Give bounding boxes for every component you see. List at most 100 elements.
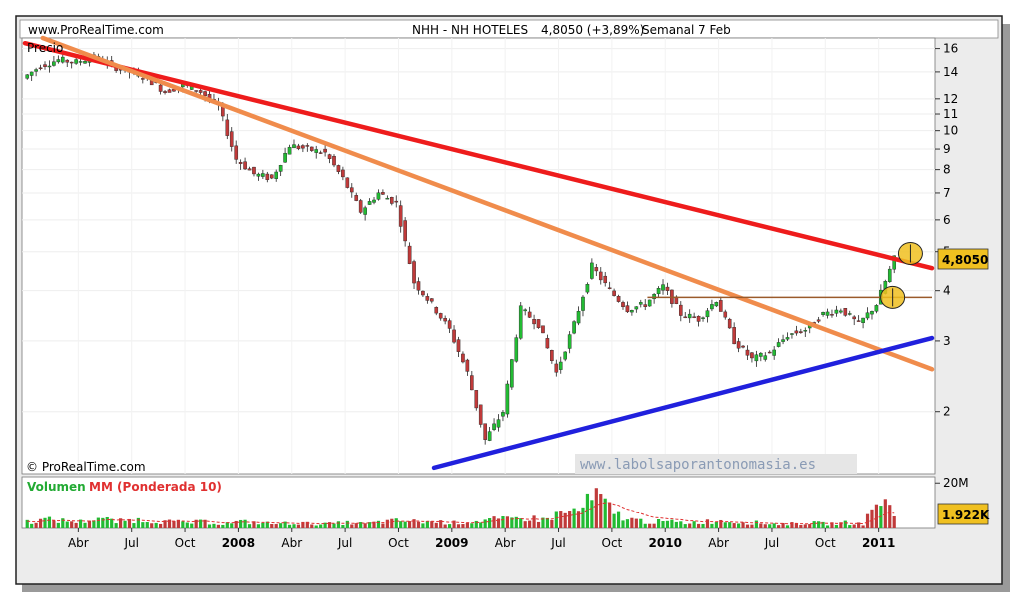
- volume-bar: [203, 519, 207, 528]
- candle-body: [305, 145, 310, 147]
- price-tick-label: 12: [943, 92, 958, 106]
- volume-bar: [167, 519, 172, 528]
- candle-body: [776, 342, 781, 347]
- candle-body: [83, 61, 87, 64]
- volume-bar: [154, 522, 158, 528]
- volume-bar: [261, 522, 265, 528]
- volume-bar: [96, 517, 100, 528]
- volume-bar: [403, 521, 407, 528]
- x-tick-label: Abr: [495, 536, 516, 550]
- candle-body: [416, 281, 421, 291]
- volume-bar: [719, 519, 723, 528]
- candle-body: [430, 298, 434, 302]
- candle-body: [736, 341, 741, 349]
- volume-bar: [301, 521, 305, 528]
- candle-body: [625, 305, 630, 313]
- price-tick-label: 10: [943, 124, 958, 138]
- volume-bar: [714, 521, 718, 528]
- volume-bar: [434, 522, 438, 528]
- volume-bar: [803, 524, 807, 528]
- volume-bar: [648, 523, 652, 528]
- volume-bar: [541, 517, 545, 528]
- candle-body: [856, 320, 861, 322]
- candle-body: [603, 275, 608, 284]
- candle-body: [865, 312, 870, 319]
- candle-body: [554, 363, 559, 373]
- volume-bar: [172, 521, 176, 528]
- volume-bar: [563, 512, 567, 528]
- candle-body: [696, 315, 701, 322]
- price-label: Precio: [27, 41, 63, 55]
- volume-bar: [514, 516, 518, 528]
- volume-bar: [585, 493, 590, 528]
- candle-body: [461, 353, 465, 363]
- volume-bar: [670, 519, 674, 528]
- volume-bar: [652, 523, 656, 528]
- price-tick-label: 16: [943, 42, 958, 56]
- volume-bar: [825, 525, 830, 528]
- volume-bar: [603, 498, 607, 528]
- candle-body: [323, 148, 327, 153]
- candle-body: [514, 337, 519, 362]
- volume-bar: [105, 516, 109, 528]
- candle-body: [638, 302, 643, 305]
- candle-body: [434, 307, 439, 314]
- volume-bar: [256, 524, 261, 528]
- x-tick-label: Jul: [123, 536, 138, 550]
- volume-bar: [559, 511, 563, 528]
- x-tick-label: Oct: [175, 536, 196, 550]
- price-panel: [21, 37, 936, 475]
- candle-body: [576, 310, 581, 324]
- volume-bar: [692, 521, 696, 528]
- volume-bar: [230, 523, 234, 528]
- candle-body: [487, 431, 492, 441]
- volume-bar: [83, 522, 87, 528]
- candle-body: [492, 423, 496, 430]
- volume-bar: [43, 517, 47, 528]
- volume-bar: [350, 524, 354, 528]
- volume-bar: [287, 524, 292, 528]
- volume-bar: [163, 520, 167, 528]
- volume-bar: [768, 524, 772, 528]
- trendline-trend_orange: [40, 35, 935, 372]
- volume-bar: [550, 519, 554, 528]
- volume-bar: [132, 523, 136, 528]
- x-tick-label: Oct: [815, 536, 836, 550]
- candle-body: [274, 171, 279, 179]
- volume-bar: [772, 523, 776, 528]
- volume-bar: [474, 520, 478, 528]
- volume-bar: [87, 520, 92, 528]
- volume-bar: [439, 520, 443, 528]
- candle-body: [790, 333, 794, 335]
- candle-body: [839, 310, 843, 313]
- candle-body: [647, 299, 652, 307]
- x-tick-label: Abr: [708, 536, 729, 550]
- volume-bar: [305, 521, 309, 528]
- candle-body: [141, 78, 145, 80]
- trendline-trend_red: [22, 40, 935, 271]
- candle-body: [403, 220, 407, 242]
- volume-bar: [732, 523, 736, 528]
- volume-tick-label: 20M: [943, 476, 969, 490]
- volume-bar: [461, 524, 465, 528]
- candle-body: [750, 352, 754, 359]
- volume-bar: [852, 524, 856, 528]
- candle-body: [38, 67, 43, 70]
- volume-bar: [599, 494, 603, 528]
- volume-bar: [634, 518, 638, 528]
- volume-bar: [319, 524, 323, 528]
- candle-body: [398, 205, 403, 227]
- candle-body: [830, 314, 834, 316]
- candle-body: [545, 338, 550, 349]
- volume-bar: [865, 513, 870, 528]
- candle-body: [861, 317, 865, 324]
- quote-label: 4,8050 (+3,89%): [541, 23, 644, 37]
- volume-axis: 20M: [935, 476, 969, 490]
- volume-bar: [136, 517, 140, 528]
- volume-bar: [536, 521, 541, 528]
- volume-bar: [683, 524, 687, 528]
- volume-bar: [25, 519, 29, 528]
- volume-bar: [741, 522, 745, 528]
- candle-body: [256, 173, 261, 177]
